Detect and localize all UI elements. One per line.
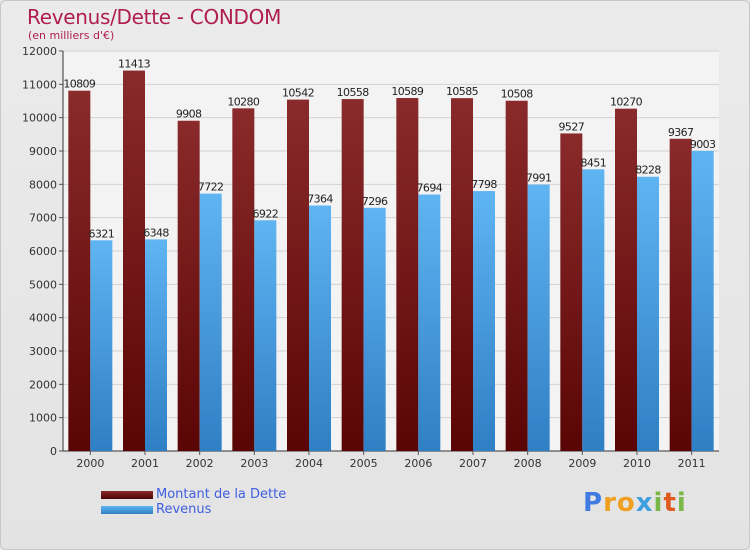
data-label-revenus: 7991	[526, 172, 552, 185]
bar-dette	[341, 99, 364, 452]
x-tick-label: 2010	[623, 457, 651, 470]
bar-dette	[177, 120, 200, 451]
bar-dette	[615, 108, 637, 452]
data-label-dette: 10508	[501, 88, 534, 101]
legend-swatch-dette	[101, 491, 153, 499]
data-label-revenus: 8228	[635, 164, 661, 177]
x-tick-label: 2004	[295, 457, 323, 470]
chart-subtitle: (en milliers d'€)	[28, 29, 115, 42]
data-label-revenus: 7798	[471, 178, 497, 191]
proxiti-logo: Proxiti	[583, 488, 687, 518]
bar-revenus	[582, 169, 605, 452]
x-tick-label: 2003	[240, 457, 268, 470]
data-label-dette: 11413	[118, 58, 151, 71]
y-tick-label: 9000	[29, 145, 57, 158]
data-label-dette: 10558	[337, 86, 370, 99]
y-tick-label: 10000	[22, 112, 57, 125]
data-label-revenus: 7722	[198, 181, 224, 194]
y-tick-label: 11000	[22, 78, 57, 91]
data-label-dette: 9367	[668, 126, 694, 139]
data-label-dette: 10270	[610, 96, 643, 109]
bar-dette	[560, 133, 583, 451]
bar-revenus	[418, 194, 441, 452]
bar-revenus	[363, 207, 386, 451]
bar-dette	[68, 90, 91, 451]
y-tick-label: 7000	[29, 212, 57, 225]
bar-revenus	[473, 191, 495, 452]
bar-revenus	[309, 205, 331, 451]
y-tick-label: 8000	[29, 178, 57, 191]
data-label-dette: 10809	[63, 78, 96, 91]
x-tick-label: 2011	[678, 457, 706, 470]
bar-revenus	[691, 150, 714, 451]
bar-revenus	[527, 184, 550, 451]
x-tick-label: 2006	[404, 457, 432, 470]
y-tick-label: 5000	[29, 278, 57, 291]
y-tick-label: 12000	[22, 45, 57, 58]
x-tick-label: 2001	[131, 457, 159, 470]
data-label-revenus: 6922	[253, 207, 279, 220]
legend-label-dette: Montant de la Dette	[156, 487, 287, 502]
data-label-revenus: 7364	[307, 193, 333, 206]
x-tick-label: 2002	[186, 457, 214, 470]
bar-revenus	[90, 240, 113, 451]
legend-swatch-revenus	[101, 506, 153, 514]
bar-revenus	[199, 193, 222, 451]
bar-dette	[287, 99, 309, 451]
data-label-revenus: 7296	[362, 195, 388, 208]
legend-label-revenus: Revenus	[156, 502, 212, 517]
data-label-revenus: 9003	[690, 138, 716, 151]
y-tick-label: 0	[50, 445, 57, 458]
bar-revenus	[637, 176, 659, 451]
x-tick-label: 2005	[350, 457, 378, 470]
data-label-dette: 9908	[176, 108, 202, 121]
x-tick-label: 2007	[459, 457, 487, 470]
bar-revenus	[254, 220, 277, 451]
bar-dette	[669, 138, 692, 451]
x-tick-label: 2008	[514, 457, 542, 470]
data-label-revenus: 7694	[417, 182, 443, 195]
data-label-dette: 10542	[282, 87, 314, 100]
y-tick-label: 2000	[29, 378, 57, 391]
data-label-dette: 10589	[391, 85, 424, 98]
bar-dette	[505, 100, 528, 451]
bar-dette	[232, 108, 255, 451]
data-label-revenus: 6348	[143, 226, 169, 239]
y-tick-label: 1000	[29, 412, 57, 425]
data-label-revenus: 6321	[89, 227, 115, 240]
y-tick-label: 4000	[29, 312, 57, 325]
bar-dette	[451, 98, 473, 452]
x-tick-label: 2000	[76, 457, 104, 470]
bar-revenus	[145, 239, 167, 451]
data-label-revenus: 8451	[581, 156, 607, 169]
bar-dette	[123, 70, 145, 452]
y-tick-label: 3000	[29, 345, 57, 358]
chart-title: Revenus/Dette - CONDOM	[27, 5, 282, 29]
data-label-dette: 10280	[227, 95, 260, 108]
data-label-dette: 9527	[559, 120, 585, 133]
y-tick-label: 6000	[29, 245, 57, 258]
data-label-dette: 10585	[446, 85, 479, 98]
bar-dette	[396, 98, 419, 452]
x-tick-label: 2009	[568, 457, 596, 470]
